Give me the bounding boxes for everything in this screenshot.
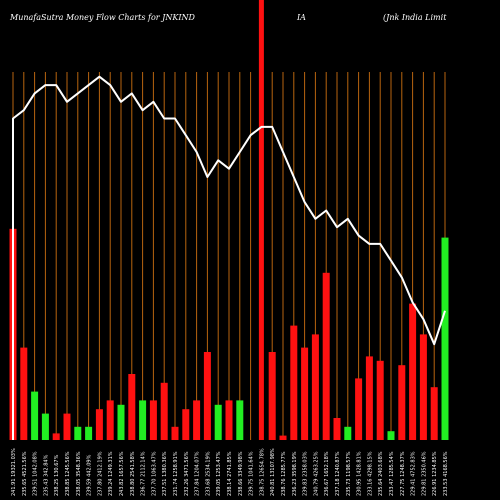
bar-1	[20, 347, 28, 440]
x-tick-label-19: 239.05 1253.47%	[216, 451, 222, 496]
bar-29	[322, 272, 330, 440]
bar-26	[290, 325, 298, 440]
bar-27	[301, 347, 309, 440]
x-tick-label-38: 229.81 2350.46%	[421, 451, 427, 496]
x-tick-label-3: 235.43 342.84%	[43, 454, 49, 496]
bar-17	[193, 400, 201, 440]
x-tick-label-11: 238.80 2541.58%	[130, 451, 136, 496]
x-tick-label-33: 233.16 4298.15%	[367, 451, 373, 496]
bar-16	[182, 409, 190, 440]
bar-9	[106, 400, 114, 440]
bar-4	[52, 433, 60, 440]
x-tick-label-9: 239.24 1249.31%	[108, 451, 114, 496]
bar-33	[365, 356, 373, 440]
bar-3	[41, 413, 49, 440]
x-tick-label-4: 238.25 130.67%	[54, 454, 60, 496]
bar-7	[85, 426, 93, 440]
x-tick-label-34: 235.64 2403.68%	[378, 451, 384, 496]
x-tick-label-23: 238.75 12654.78%	[259, 448, 265, 496]
bar-8	[95, 409, 103, 440]
x-tick-label-30: 237.18 1240.87%	[335, 451, 341, 496]
company-name: (Jnk India Limit	[383, 13, 447, 22]
bar-25	[279, 435, 287, 440]
bar-40	[441, 237, 449, 440]
bar-39	[430, 387, 438, 440]
x-tick-label-32: 230.95 1428.81%	[357, 451, 363, 496]
x-tick-label-29: 236.67 1652.18%	[324, 451, 330, 496]
bar-19	[214, 404, 222, 440]
bar-18	[203, 352, 211, 440]
x-tick-labels: 241.91 19321.03% 235.65 4521.56% 239.51 10…	[11, 448, 449, 496]
price-line	[12, 75, 446, 440]
x-tick-label-27: 239.83 2358.03%	[303, 451, 309, 496]
chart-title: MunafaSutra Money Flow Charts for JNKIND	[10, 13, 195, 22]
x-tick-label-14: 237.51 1380.36%	[162, 451, 168, 496]
bar-2	[31, 391, 39, 440]
x-tick-label-16: 232.26 3471.56%	[184, 451, 190, 496]
x-tick-label-15: 231.74 1258.91%	[173, 451, 179, 496]
bar-20	[225, 400, 233, 440]
bar-6	[74, 426, 82, 440]
bar-15	[171, 426, 179, 440]
x-tick-label-26: 236.23 3598.19%	[292, 451, 298, 496]
x-tick-label-22: 239.75 1041.64%	[249, 451, 255, 496]
x-tick-label-8: 237.80 2412.19%	[97, 451, 103, 496]
x-tick-label-39: 226.91 1234.85%	[432, 451, 438, 496]
x-tick-label-5: 238.85 1245.56%	[65, 451, 71, 496]
x-tick-label-25: 238.76 1285.77%	[281, 451, 287, 496]
bar-23	[258, 0, 264, 440]
x-tick-label-13: 237.70 1063.47%	[151, 451, 157, 496]
x-tick-label-21: 238.66 3349.98%	[238, 451, 244, 496]
bar-32	[355, 378, 363, 440]
bar-11	[128, 374, 136, 440]
x-tick-label-7: 239.59 442.09%	[87, 454, 93, 496]
bar-21	[236, 400, 244, 440]
x-tick-label-24: 240.81 13107.98%	[270, 448, 276, 496]
x-tick-label-36: 227.75 1248.37%	[400, 451, 406, 496]
bar-13	[149, 400, 157, 440]
bar-30	[333, 418, 341, 440]
x-tick-label-35: 233.47 1285.54%	[389, 451, 395, 496]
bar-12	[139, 400, 147, 440]
x-tick-label-1: 235.65 4521.56%	[22, 451, 28, 496]
x-tick-label-31: 235.73 1198.57%	[346, 451, 352, 496]
x-tick-label-37: 229.41 4752.83%	[411, 451, 417, 496]
bar-28	[311, 334, 319, 440]
x-tick-label-17: 237.84 1204.07%	[195, 451, 201, 496]
bar-36	[398, 365, 406, 440]
bar-5	[63, 413, 71, 440]
bar-14	[160, 382, 168, 440]
bar-37	[409, 303, 417, 440]
price-line-group	[12, 75, 446, 440]
x-tick-label-10: 243.82 1657.56%	[119, 451, 125, 496]
bar-38	[419, 334, 427, 440]
bar-10	[117, 404, 125, 440]
x-tick-label-18: 233.68 2534.19%	[205, 451, 211, 496]
bar-35	[387, 431, 395, 440]
bar-31	[344, 426, 352, 440]
x-tick-label-28: 240.79 4263.25%	[313, 451, 319, 496]
x-tick-label-20: 238.14 2741.85%	[227, 451, 233, 496]
x-tick-label-2: 239.51 1042.08%	[33, 451, 39, 496]
x-tick-label-6: 238.05 3548.36%	[76, 451, 82, 496]
x-tick-label-40: 233.53 4168.56%	[443, 451, 449, 496]
x-tick-label-0: 241.91 19321.03%	[11, 448, 17, 496]
x-tick-label-12: 236.77 2112.14%	[141, 451, 147, 496]
bar-24	[268, 352, 276, 440]
bar-34	[376, 360, 384, 440]
chart-title-continued: IA	[297, 13, 306, 22]
